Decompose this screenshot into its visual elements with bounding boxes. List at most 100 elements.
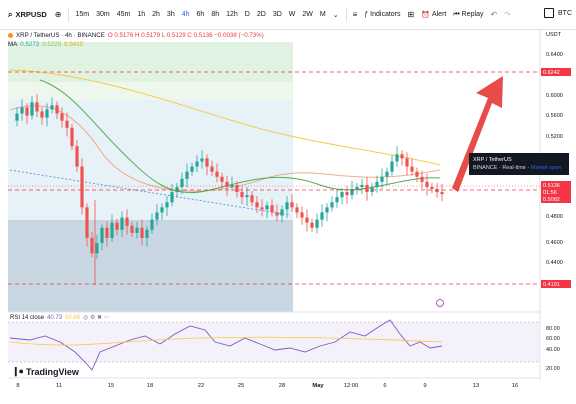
candle-body (280, 209, 284, 216)
candle-body (355, 186, 359, 190)
candle-body (75, 146, 79, 167)
layout-grid-icon[interactable]: ⊞ (407, 10, 415, 19)
candle-body (335, 197, 339, 203)
candle-body (180, 178, 184, 187)
interval-list: 15m 30m 45m 1h 2h 3h 4h 6h 8h 12h D 2D 3D W 2W M (75, 11, 332, 18)
price-tick-label: 0.4400 (546, 260, 563, 266)
interval-M[interactable]: M (319, 11, 326, 18)
rsi-tick-label: 40.00 (546, 347, 560, 353)
time-tick-label: 6 (383, 383, 386, 389)
interval-8h[interactable]: 8h (211, 11, 220, 18)
toolbar-divider (68, 7, 70, 22)
rsi-value-2: 50.66 (65, 314, 81, 321)
candle-body (295, 207, 299, 213)
eye-icon[interactable]: ◎ ⚙ ✖ ⋯ (83, 315, 110, 321)
candle-body (35, 102, 39, 112)
candle-body (400, 154, 404, 159)
layout-box-icon[interactable] (544, 8, 554, 18)
replay-icon: ⏮ (453, 10, 460, 18)
chevron-down-icon[interactable]: ⌄ (332, 11, 339, 19)
symbol-search-button[interactable]: ⌕ XRPUSD (8, 10, 47, 20)
price-tick-label: 0.6000 (546, 93, 563, 99)
interval-45m[interactable]: 45m (116, 11, 131, 18)
interval-W[interactable]: W (288, 11, 296, 18)
price-tick-label: 0.5600 (546, 113, 563, 119)
undo-icon[interactable]: ↶ (490, 10, 498, 19)
candle-body (190, 166, 194, 172)
interval-30m[interactable]: 30m (96, 11, 110, 18)
candle-body (205, 158, 209, 167)
interval-6h[interactable]: 6h (196, 11, 205, 18)
replay-button[interactable]: ⏮ Replay (453, 11, 483, 19)
candle-body (185, 171, 189, 179)
tooltip-title: XRP / TetherUS (473, 157, 512, 163)
rsi-ma-line (9, 336, 443, 346)
interval-2D[interactable]: 2D (256, 11, 266, 18)
candle-body (25, 107, 29, 116)
legend-ma-row: MA 0.5273 0.5225 0.5410 (8, 40, 264, 49)
redo-icon[interactable]: ↷ (504, 10, 511, 19)
plus-icon[interactable]: ⊕ (54, 10, 62, 19)
alert-label: Alert (431, 11, 447, 18)
alert-button[interactable]: ⏰ Alert (421, 11, 446, 19)
interval-1h[interactable]: 1h (137, 11, 146, 18)
replay-label: Replay (461, 11, 484, 18)
candle-body (115, 222, 119, 230)
candle-body (380, 176, 384, 182)
candle-body (170, 192, 174, 203)
rsi-tick-label: 60.00 (546, 336, 560, 342)
candle-body (100, 227, 104, 244)
legend-title: XRP / TetherUS · 4h · BINANCE (16, 32, 105, 39)
top-toolbar: ⌕ XRPUSD ⊕ 15m 30m 45m 1h 2h 3h 4h 6h 8h 12h D 2D 3D… (0, 0, 576, 30)
time-tick-label: 16 (512, 383, 518, 389)
candle-body (420, 176, 424, 182)
candle-body (120, 217, 124, 230)
ma-orange-line (9, 105, 441, 192)
chart-legend: XRP / TetherUS · 4h · BINANCE O 0.5176 H… (8, 31, 264, 49)
indicators-button[interactable]: ƒ Indicators (364, 11, 400, 18)
interval-12h[interactable]: 12h (226, 11, 238, 18)
candle-body (345, 192, 349, 196)
tooltip-market-status: Market open (530, 165, 562, 171)
candle-body (275, 212, 279, 216)
candle-body (290, 202, 294, 208)
trend-dashed-line (9, 169, 291, 216)
interval-15m[interactable]: 15m (75, 11, 90, 18)
candlesticks (15, 94, 444, 285)
candle-body (410, 166, 414, 172)
up-arrow-shape (452, 76, 503, 192)
search-icon: ⌕ (8, 9, 13, 19)
candle-body (70, 127, 74, 147)
candle-body (305, 217, 309, 223)
interval-2W[interactable]: 2W (302, 11, 313, 18)
candle-body (245, 195, 249, 198)
interval-4h[interactable]: 4h (181, 11, 190, 18)
time-tick-label: 18 (147, 383, 153, 389)
candle-body (230, 184, 234, 187)
interval-2h[interactable]: 2h (152, 11, 160, 18)
interval-3h[interactable]: 3h (166, 11, 175, 18)
price-tag-countdown-bg (541, 188, 571, 196)
interval-D[interactable]: D (244, 11, 250, 18)
price-tag-low-bg (541, 280, 571, 288)
candle-body (260, 207, 264, 210)
right-label[interactable]: BTC (558, 9, 572, 17)
candle-body (265, 205, 269, 210)
candle-body (40, 111, 44, 118)
interval-3D[interactable]: 3D (272, 11, 282, 18)
candle-body (50, 105, 54, 110)
candle-body (210, 166, 214, 172)
candle-body (105, 227, 109, 238)
candles-icon[interactable]: ≡ (352, 10, 358, 19)
tradingview-logo[interactable]: ❙● TradingView (12, 366, 79, 377)
candle-body (165, 202, 169, 208)
legend-ohlc: O 0.5176 H 0.5179 L 0.5129 C 0.5136 −0.0… (107, 32, 264, 39)
indicators-label: Indicators (370, 11, 401, 18)
candle-body (60, 113, 64, 121)
axes: USDT0.64000.60000.56000.52000.50000.4800… (16, 32, 571, 389)
tooltip-line: BINANCE · Real-time · Market open (473, 164, 565, 172)
candle-body (220, 176, 224, 182)
candle-body (320, 212, 324, 220)
chart-canvas[interactable]: USDT0.64000.60000.56000.52000.50000.4800… (0, 30, 576, 404)
price-tag-current-bg (541, 181, 571, 189)
